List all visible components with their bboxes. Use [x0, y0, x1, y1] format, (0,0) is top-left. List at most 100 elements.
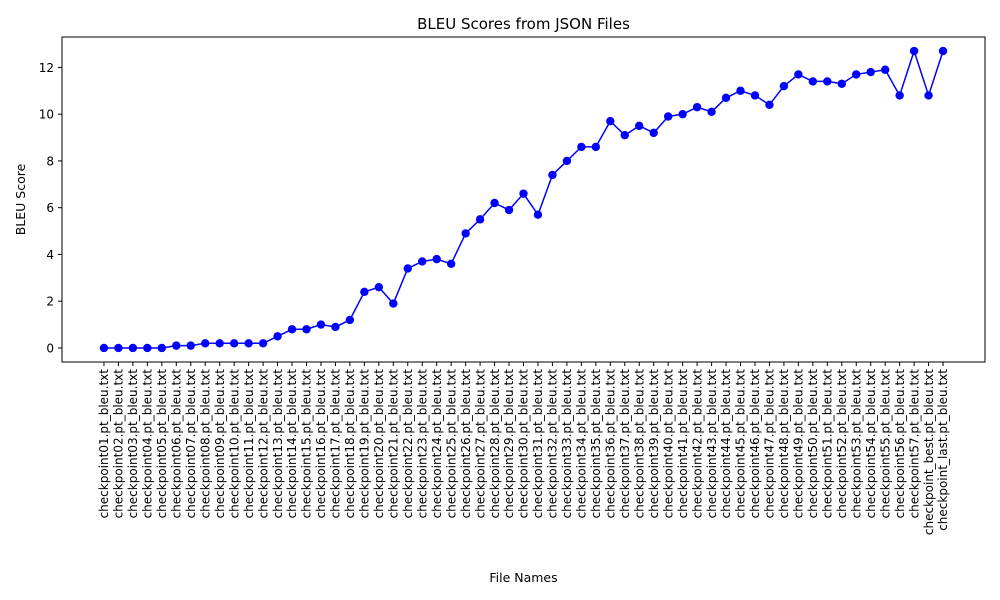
x-tick-label: checkpoint06.pt_bleu.txt	[169, 369, 183, 519]
x-tick-label: checkpoint42.pt_bleu.txt	[690, 369, 704, 519]
x-tick-label: checkpoint13.pt_bleu.txt	[271, 369, 285, 519]
data-point	[215, 339, 224, 348]
x-tick-label: checkpoint11.pt_bleu.txt	[242, 369, 256, 519]
data-point	[504, 205, 514, 215]
x-tick-label: checkpoint51.pt_bleu.txt	[821, 369, 835, 519]
y-tick-label: 10	[39, 108, 54, 122]
data-point	[562, 156, 572, 166]
x-tick-label: checkpoint09.pt_bleu.txt	[213, 369, 227, 519]
data-point	[461, 229, 470, 238]
data-point	[765, 100, 774, 110]
x-tick-label: checkpoint30.pt_bleu.txt	[517, 369, 531, 519]
data-point	[490, 198, 499, 208]
y-tick-label: 12	[39, 61, 54, 75]
y-tick-label: 8	[46, 154, 54, 168]
x-tick-label: checkpoint36.pt_bleu.txt	[604, 369, 618, 519]
data-point	[244, 339, 253, 348]
x-tick-label: checkpoint08.pt_bleu.txt	[198, 369, 212, 519]
x-tick-label: checkpoint43.pt_bleu.txt	[705, 369, 719, 519]
x-tick-label: checkpoint21.pt_bleu.txt	[386, 369, 400, 519]
x-tick-label: checkpoint_last.pt_bleu.txt	[936, 369, 950, 531]
data-point	[360, 287, 369, 297]
data-point	[895, 91, 904, 100]
x-tick-label: checkpoint07.pt_bleu.txt	[184, 369, 198, 519]
data-point	[866, 67, 875, 77]
y-tick-label: 4	[46, 248, 54, 262]
x-tick-label: checkpoint24.pt_bleu.txt	[430, 369, 444, 519]
x-tick-label: checkpoint34.pt_bleu.txt	[575, 369, 589, 519]
x-tick-label: checkpoint48.pt_bleu.txt	[777, 369, 791, 519]
data-point	[258, 339, 268, 348]
x-tick-label: checkpoint38.pt_bleu.txt	[632, 369, 646, 519]
data-point	[909, 46, 919, 56]
data-point	[663, 112, 673, 121]
x-tick-label: checkpoint10.pt_bleu.txt	[227, 369, 241, 519]
x-tick-label: checkpoint31.pt_bleu.txt	[531, 369, 545, 519]
x-tick-label: checkpoint56.pt_bleu.txt	[893, 369, 907, 519]
x-tick-label: checkpoint41.pt_bleu.txt	[676, 369, 690, 519]
data-point	[157, 343, 167, 353]
data-point	[591, 142, 601, 152]
data-point	[548, 170, 557, 180]
y-axis-label: BLEU Score	[13, 163, 28, 235]
x-tick-label: checkpoint44.pt_bleu.txt	[719, 369, 733, 519]
x-tick-label: checkpoint52.pt_bleu.txt	[835, 369, 849, 519]
x-tick-label: checkpoint16.pt_bleu.txt	[314, 369, 328, 519]
data-point	[880, 65, 890, 74]
x-tick-label: checkpoint46.pt_bleu.txt	[748, 369, 762, 519]
data-point	[273, 332, 282, 341]
x-tick-label: checkpoint55.pt_bleu.txt	[878, 369, 892, 519]
data-point	[519, 189, 528, 198]
data-point	[201, 339, 210, 348]
data-point	[331, 322, 340, 332]
data-point	[446, 259, 456, 268]
data-point	[852, 70, 861, 79]
data-point	[128, 343, 138, 353]
x-tick-label: checkpoint19.pt_bleu.txt	[358, 369, 372, 519]
data-point	[143, 343, 152, 353]
data-point	[938, 46, 948, 56]
x-tick-label: checkpoint57.pt_bleu.txt	[907, 369, 921, 519]
x-tick-label: checkpoint37.pt_bleu.txt	[618, 369, 632, 519]
x-tick-label: checkpoint33.pt_bleu.txt	[560, 369, 574, 519]
series-line	[103, 50, 944, 349]
data-point	[172, 341, 181, 350]
data-point	[750, 91, 760, 100]
x-tick-label: checkpoint40.pt_bleu.txt	[661, 369, 675, 519]
plot-frame	[61, 36, 986, 363]
data-point	[779, 81, 789, 91]
x-tick-label: checkpoint17.pt_bleu.txt	[329, 369, 343, 519]
chart-title: BLEU Scores from JSON Files	[417, 15, 630, 33]
data-point	[345, 315, 355, 325]
data-point	[302, 325, 311, 334]
data-point	[692, 102, 702, 112]
data-point	[114, 343, 123, 353]
data-point	[374, 282, 384, 292]
data-point	[823, 77, 832, 86]
x-tick-label: checkpoint45.pt_bleu.txt	[734, 369, 748, 519]
x-tick-label: checkpoint18.pt_bleu.txt	[343, 369, 357, 519]
data-point	[721, 93, 731, 102]
data-point	[606, 116, 615, 126]
x-tick-label: checkpoint32.pt_bleu.txt	[546, 369, 560, 519]
data-point	[577, 142, 586, 152]
data-point	[418, 257, 427, 266]
data-point	[316, 320, 326, 329]
x-tick-label: checkpoint50.pt_bleu.txt	[806, 369, 820, 519]
x-tick-label: checkpoint05.pt_bleu.txt	[155, 369, 169, 519]
y-tick-label: 2	[46, 295, 54, 309]
x-tick-label: checkpoint53.pt_bleu.txt	[849, 369, 863, 519]
data-point	[736, 86, 745, 95]
data-point	[649, 128, 658, 138]
x-tick-label: checkpoint01.pt_bleu.txt	[97, 369, 111, 519]
x-tick-label: checkpoint_best.pt_bleu.txt	[922, 369, 936, 535]
x-tick-label: checkpoint22.pt_bleu.txt	[401, 369, 415, 519]
data-point	[620, 131, 629, 140]
x-tick-label: checkpoint12.pt_bleu.txt	[256, 369, 270, 519]
x-tick-label: checkpoint04.pt_bleu.txt	[141, 369, 155, 519]
x-axis-label: File Names	[489, 570, 557, 585]
x-tick-label: checkpoint26.pt_bleu.txt	[459, 369, 473, 519]
data-point	[635, 121, 644, 131]
x-tick-label: checkpoint35.pt_bleu.txt	[589, 369, 603, 519]
